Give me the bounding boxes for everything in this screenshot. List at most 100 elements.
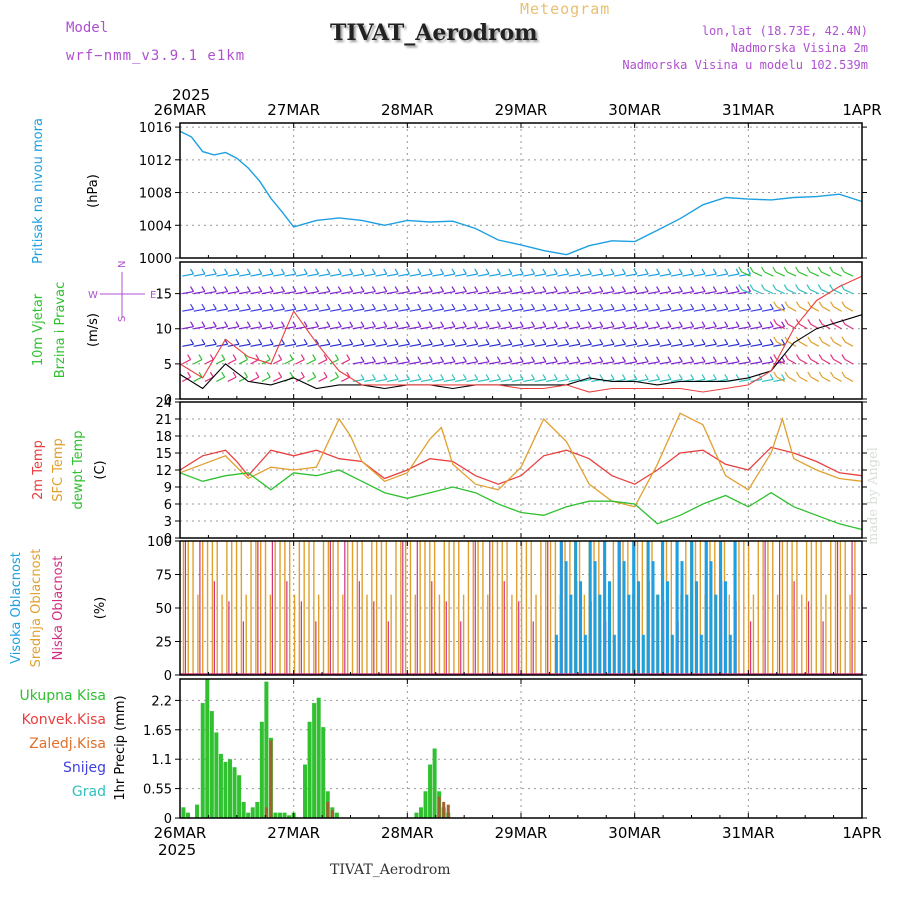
- wind-barb-flag: [667, 356, 672, 363]
- wind-barb: [602, 308, 615, 312]
- wind-barb: [625, 361, 637, 365]
- wind-barb-flag: [360, 268, 365, 275]
- wind-barb-flag: [235, 321, 240, 327]
- tsfc-axis-title: SFC Temp: [51, 438, 66, 502]
- t2m-axis-title: 2m Temp: [31, 440, 46, 500]
- wind-barb: [523, 343, 535, 347]
- wind-barb: [432, 343, 444, 347]
- wind-barb: [489, 378, 501, 383]
- wind-barb-flag: [224, 303, 229, 310]
- wind-barb-flag: [784, 354, 789, 360]
- wind-barb-flag: [553, 286, 558, 292]
- wind-barb: [250, 376, 260, 382]
- wind-barb-flag: [269, 303, 274, 310]
- wind-barb: [750, 361, 762, 365]
- wind-barb-flag: [773, 318, 778, 325]
- wind-barb: [591, 273, 603, 277]
- wind-barb: [776, 376, 785, 382]
- wind-barb-flag: [292, 268, 297, 275]
- wind-barb: [727, 273, 740, 277]
- wind-barb: [273, 290, 285, 295]
- wind-barb-flag: [712, 338, 717, 345]
- precip-total-bar: [418, 807, 423, 818]
- wind-barb: [716, 290, 728, 295]
- wind-barb-flag: [587, 268, 592, 275]
- wind-barb-flag: [784, 301, 789, 308]
- wind-barb: [398, 326, 410, 330]
- wind-barb: [511, 308, 524, 312]
- wind-barb: [341, 326, 353, 330]
- wind-barb-flag: [474, 268, 479, 275]
- wind-barb-flag: [221, 371, 226, 378]
- wind-barb-flag: [746, 321, 752, 327]
- y-tick-label: 24: [155, 396, 172, 411]
- wind-barb: [489, 273, 501, 277]
- wind-barb: [318, 376, 328, 382]
- wind-barb: [409, 378, 421, 383]
- wind-barb: [398, 378, 410, 383]
- wind-barb: [659, 326, 672, 330]
- wind-barb: [284, 308, 296, 312]
- wind-axis-subtitle: Brzina i Pravac: [53, 282, 68, 379]
- wind-barb-flag: [735, 286, 740, 292]
- wind-barb: [375, 378, 387, 383]
- wind-barb-flag: [508, 303, 513, 310]
- wind-barb: [659, 308, 672, 312]
- wind-barb: [693, 343, 706, 347]
- wind-barb-flag: [315, 286, 320, 292]
- precip-total-bar: [241, 801, 246, 818]
- wind-barb: [557, 273, 569, 277]
- wind-barb: [614, 290, 626, 295]
- wind-barb: [466, 326, 478, 330]
- wind-barb-flag: [349, 268, 354, 275]
- wind-barb-flag: [485, 286, 490, 292]
- wind-barb-flag: [746, 268, 752, 275]
- wind-barb: [398, 361, 410, 365]
- wind-barb-flag: [496, 374, 501, 380]
- wind-barb: [216, 290, 228, 295]
- wind-barb-flag: [841, 336, 846, 343]
- wind-barb-flag: [829, 284, 834, 290]
- wind-barb-flag: [735, 303, 740, 310]
- wind-barb-flag: [255, 371, 260, 378]
- wind-barb: [182, 273, 194, 277]
- wind-barb: [295, 343, 308, 347]
- wind-barb: [466, 308, 478, 312]
- wind-barb: [636, 273, 649, 277]
- precip-conv-bar: [264, 807, 268, 818]
- precip-total-bar: [287, 815, 292, 818]
- wind-barb: [761, 361, 774, 365]
- wind-barb: [341, 343, 353, 347]
- wind-barb: [443, 308, 456, 312]
- wind-barb: [420, 273, 433, 277]
- precip-total-bar: [264, 681, 269, 818]
- y-tick-label: 1008: [139, 187, 172, 202]
- wind-barb: [329, 343, 342, 347]
- precip-total-bar: [181, 807, 186, 818]
- wind-barb: [579, 378, 592, 383]
- wind-barb-flag: [783, 266, 788, 273]
- wind-barb-flag: [258, 338, 263, 345]
- wind-barb: [193, 326, 206, 330]
- x-tick-label-bottom: 31MAR: [722, 824, 775, 842]
- wind-barb-flag: [531, 268, 536, 275]
- wind-barb: [844, 358, 854, 365]
- wind-barb: [636, 378, 649, 383]
- wind-barb: [227, 273, 240, 277]
- wind-barb: [625, 308, 637, 312]
- wind-barb: [844, 306, 854, 312]
- wind-barb-flag: [440, 321, 445, 327]
- wind-barb-flag: [383, 374, 388, 380]
- wind-barb: [329, 376, 339, 382]
- wind-barb: [798, 289, 808, 295]
- wind-barb-flag: [334, 371, 339, 378]
- wind-barb: [716, 361, 728, 365]
- wind-barb-flag: [337, 286, 342, 292]
- x-tick-label-bottom: 1APR: [842, 824, 881, 842]
- wind-barb-flag: [417, 303, 422, 310]
- wind-barb-flag: [829, 266, 834, 273]
- wind-barb-flag: [440, 338, 445, 345]
- wind-barb: [636, 361, 649, 365]
- wind-barb: [739, 378, 751, 383]
- wind-barb-flag: [576, 321, 581, 327]
